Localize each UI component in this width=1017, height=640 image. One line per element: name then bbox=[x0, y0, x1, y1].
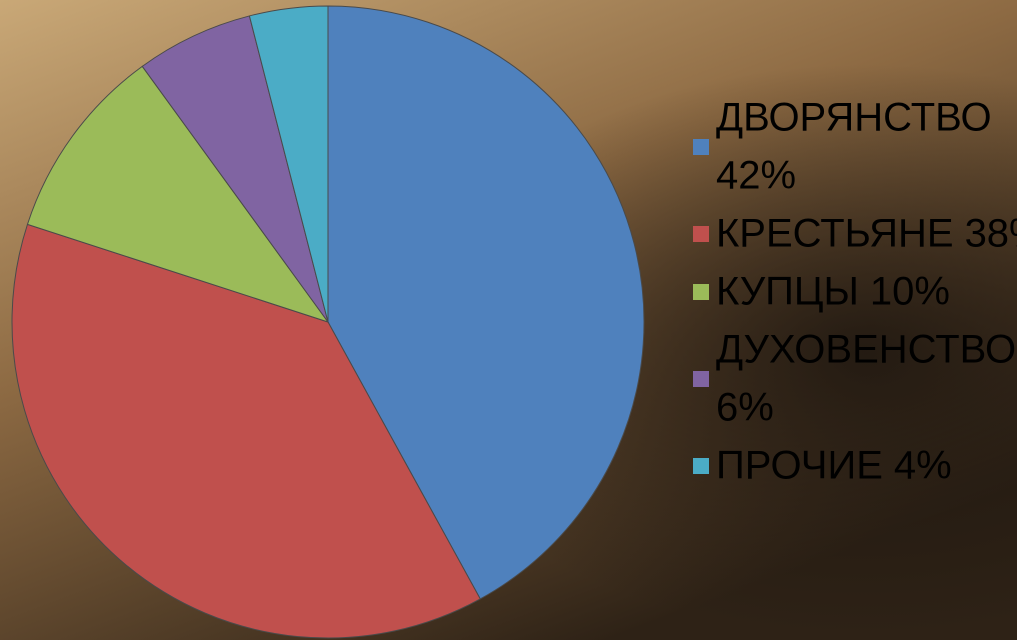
pie-slice bbox=[141, 15, 329, 323]
legend-value: 42% bbox=[716, 154, 796, 198]
legend-swatch bbox=[693, 458, 709, 474]
legend-value: 6% bbox=[716, 386, 774, 430]
legend-value: 38% bbox=[965, 212, 1017, 256]
pie-slice bbox=[26, 65, 330, 323]
legend-swatch bbox=[693, 139, 709, 155]
legend-label: ДВОРЯНСТВО bbox=[716, 96, 992, 140]
legend-value: 4% bbox=[894, 444, 952, 488]
legend-swatch bbox=[693, 226, 709, 242]
legend-label: КРЕСТЬЯНЕ bbox=[716, 212, 954, 256]
pie bbox=[11, 5, 645, 639]
pie-slice bbox=[11, 223, 481, 639]
pie-slice bbox=[248, 5, 329, 323]
legend-swatch bbox=[693, 284, 709, 300]
legend-label: ДУХОВЕНСТВО bbox=[716, 328, 1016, 372]
legend-label: КУПЦЫ bbox=[716, 270, 859, 314]
legend-value: 10% bbox=[870, 270, 950, 314]
pie-slice bbox=[327, 5, 645, 600]
legend-swatch bbox=[693, 371, 709, 387]
legend-label: ПРОЧИЕ bbox=[716, 444, 883, 488]
